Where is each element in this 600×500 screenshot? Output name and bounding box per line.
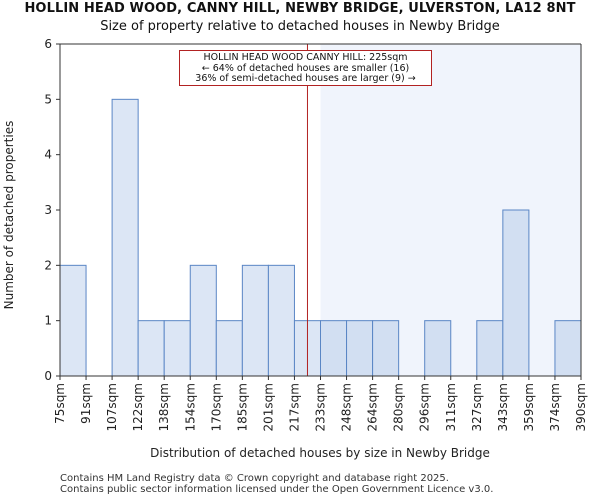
x-tick-label-122sqm: 122sqm (131, 383, 145, 431)
x-tick-label-233sqm: 233sqm (314, 383, 328, 431)
bar-107sqm (111, 98, 139, 377)
bar-201sqm (267, 264, 295, 377)
bar-185sqm (241, 264, 269, 377)
annotation-line-1: HOLLIN HEAD WOOD CANNY HILL: 225sqm (203, 52, 408, 63)
bar-296sqm (424, 320, 452, 377)
y-tick-label-0: 0 (44, 369, 52, 383)
x-tick-label-138sqm: 138sqm (157, 383, 171, 431)
x-tick-label-359sqm: 359sqm (522, 383, 536, 431)
y-tick-label-3: 3 (44, 203, 52, 217)
chart-subtitle: Size of property relative to detached ho… (100, 19, 500, 34)
x-tick-label-170sqm: 170sqm (209, 383, 223, 431)
y-tick-label-2: 2 (44, 258, 52, 272)
footer-licence: Contains public sector information licen… (60, 484, 494, 495)
annotation-line-2: ← 64% of detached houses are smaller (16… (201, 62, 410, 74)
y-tick-label-6: 6 (44, 37, 52, 51)
x-tick-label-343sqm: 343sqm (496, 383, 510, 431)
x-tick-label-201sqm: 201sqm (261, 383, 275, 431)
bar-248sqm (346, 320, 374, 377)
bar-264sqm (372, 320, 400, 377)
x-tick-label-217sqm: 217sqm (287, 383, 301, 431)
x-tick-label-390sqm: 390sqm (574, 383, 588, 431)
y-tick-label-1: 1 (44, 314, 52, 328)
x-tick-label-296sqm: 296sqm (418, 383, 432, 431)
x-tick-label-311sqm: 311sqm (444, 383, 458, 431)
footer-copyright: Contains HM Land Registry data © Crown c… (60, 473, 449, 484)
x-tick-label-374sqm: 374sqm (548, 383, 562, 431)
x-tick-label-248sqm: 248sqm (340, 383, 354, 431)
y-axis-label: Number of detached properties (2, 121, 16, 310)
x-tick-label-264sqm: 264sqm (366, 383, 380, 431)
x-tick-label-91sqm: 91sqm (79, 383, 93, 424)
bar-374sqm (554, 320, 582, 377)
ticks-group: 0 1 2 3 4 5 6 75sqm 91sqm 107sqm 122sqm 138sqm 154sq… (44, 37, 588, 431)
y-tick-label-4: 4 (44, 148, 52, 162)
y-tick-label-5: 5 (44, 92, 52, 106)
bar-154sqm (189, 264, 217, 377)
annotation-line-3: 36% of semi-detached houses are larger (… (195, 73, 416, 85)
bar-122sqm (137, 320, 165, 377)
bar-327sqm (476, 320, 504, 377)
x-tick-label-280sqm: 280sqm (392, 383, 406, 431)
x-tick-label-107sqm: 107sqm (105, 383, 119, 431)
x-tick-label-327sqm: 327sqm (470, 383, 484, 431)
x-tick-label-154sqm: 154sqm (183, 383, 197, 431)
bar-138sqm (163, 320, 191, 377)
x-tick-label-185sqm: 185sqm (235, 383, 249, 431)
chart-title: HOLLIN HEAD WOOD, CANNY HILL, NEWBY BRID… (24, 1, 576, 16)
bar-233sqm (320, 320, 348, 377)
bar-170sqm (215, 320, 243, 377)
bar-75sqm (59, 264, 87, 377)
bar-343sqm (502, 209, 530, 377)
x-tick-label-75sqm: 75sqm (53, 383, 67, 424)
annotation-box: HOLLIN HEAD WOOD CANNY HILL: 225sqm ← 64… (179, 50, 432, 86)
x-axis-label: Distribution of detached houses by size … (150, 446, 490, 460)
